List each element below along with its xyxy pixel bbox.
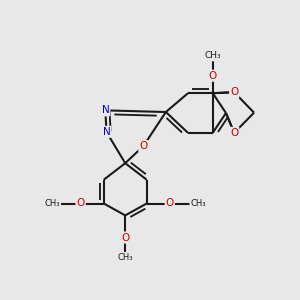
Text: CH₃: CH₃ [204, 51, 221, 60]
Text: O: O [230, 87, 238, 97]
Text: CH₃: CH₃ [118, 253, 133, 262]
Text: O: O [208, 71, 217, 81]
Text: N: N [101, 105, 109, 116]
Text: CH₃: CH₃ [45, 199, 60, 208]
Text: O: O [76, 199, 85, 208]
Text: N: N [103, 127, 110, 137]
Text: O: O [230, 128, 238, 138]
Text: O: O [121, 232, 129, 242]
Text: O: O [166, 199, 174, 208]
Text: O: O [139, 141, 148, 151]
Text: CH₃: CH₃ [190, 199, 206, 208]
